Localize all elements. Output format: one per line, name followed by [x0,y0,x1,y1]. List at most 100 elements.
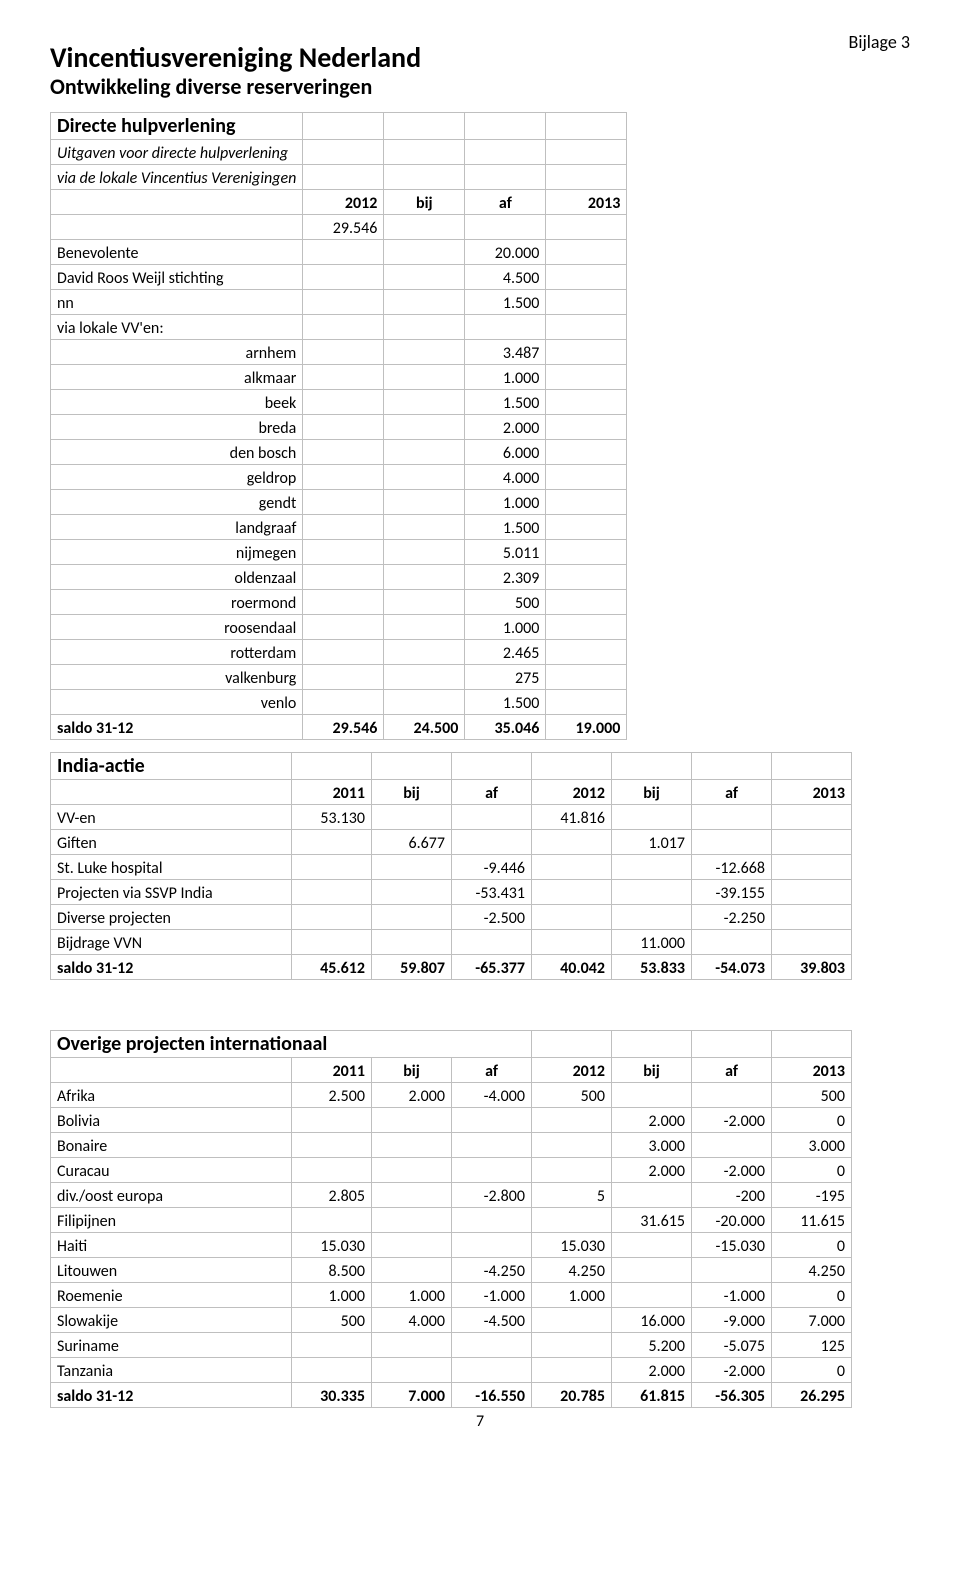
t3-saldo-c4: 61.815 [612,1383,692,1408]
table-cell: -2.000 [692,1108,772,1133]
table-row-val: 20.000 [465,240,546,265]
table-row-val: 1.000 [465,365,546,390]
table-cell [372,1158,452,1183]
table-cell [372,1108,452,1133]
table-cell [532,1158,612,1183]
table-cell: 4.250 [532,1258,612,1283]
table-cell: 2.000 [612,1158,692,1183]
t1-vialokale: via lokale VV'en: [51,315,303,340]
table-row-label: venlo [51,690,303,715]
table-cell [292,1158,372,1183]
table-cell [772,930,852,955]
table-row-label: geldrop [51,465,303,490]
table-cell: -2.500 [452,905,532,930]
table-row-label: arnhem [51,340,303,365]
t1-sub2: via de lokale Vincentius Verenigingen [51,165,303,190]
table-row-label: VV-en [51,805,292,830]
table-cell: 4.000 [372,1308,452,1333]
table-cell [452,930,532,955]
table-cell [692,830,772,855]
table-cell [452,1358,532,1383]
table-cell: 0 [772,1358,852,1383]
table-row-val: 4.000 [465,465,546,490]
table-cell [772,805,852,830]
page-number: 7 [50,1412,910,1431]
t1-saldo-c2: 24.500 [384,715,465,740]
table-cell [532,1358,612,1383]
table-cell [532,905,612,930]
table-cell: 6.677 [372,830,452,855]
table-cell: 1.000 [292,1283,372,1308]
t2-col-af1: af [452,780,532,805]
table-cell: 125 [772,1333,852,1358]
table-cell [532,880,612,905]
table-cell [372,930,452,955]
table-cell: 5.200 [612,1333,692,1358]
table-cell: -1.000 [692,1283,772,1308]
table-cell [612,855,692,880]
table-row-label: Suriname [51,1333,292,1358]
table-row-label: Giften [51,830,292,855]
t2-heading: India-actie [51,753,292,780]
table-cell [532,855,612,880]
table-cell: 11.615 [772,1208,852,1233]
table-row-val: 2.465 [465,640,546,665]
t2-col-af2: af [692,780,772,805]
table-cell [452,1233,532,1258]
table-cell [612,1233,692,1258]
table-cell [692,805,772,830]
table-row-label: Filipijnen [51,1208,292,1233]
t1-col-2012: 2012 [303,190,384,215]
table-cell [372,855,452,880]
t1-col-bij: bij [384,190,465,215]
table-row-label: roermond [51,590,303,615]
table-cell [372,805,452,830]
table-cell [532,1208,612,1233]
table-cell: 5 [532,1183,612,1208]
table-cell: 15.030 [532,1233,612,1258]
table-row-val: 1.000 [465,615,546,640]
table-row-label: nn [51,290,303,315]
table-cell [292,880,372,905]
table-cell [772,855,852,880]
t1-heading: Directe hulpverlening [51,113,303,140]
table-cell: -39.155 [692,880,772,905]
table-row-label: David Roos Weijl stichting [51,265,303,290]
t3-saldo-c5: -56.305 [692,1383,772,1408]
table-row-label: Bijdrage VVN [51,930,292,955]
t1-col-af: af [465,190,546,215]
table-row-label: landgraaf [51,515,303,540]
t1-sub1: Uitgaven voor directe hulpverlening [51,140,303,165]
table-row-val: 2.309 [465,565,546,590]
table-cell [532,930,612,955]
t2-saldo-c0: 45.612 [292,955,372,980]
table-directe-hulpverlening: Directe hulpverlening Uitgaven voor dire… [50,112,627,740]
table-row-label: den bosch [51,440,303,465]
table-row-val: 1.500 [465,515,546,540]
table-row-label: gendt [51,490,303,515]
page-subtitle: Ontwikkeling diverse reserveringen [50,73,910,100]
table-row-label: Haiti [51,1233,292,1258]
table-row-label: beek [51,390,303,415]
table-cell: -15.030 [692,1233,772,1258]
table-cell: 53.130 [292,805,372,830]
table-cell [532,1333,612,1358]
table-row-label: valkenburg [51,665,303,690]
t1-col-2013: 2013 [546,190,627,215]
table-cell: 11.000 [612,930,692,955]
t1-saldo-label: saldo 31-12 [51,715,303,740]
table-cell [452,830,532,855]
t3-saldo-label: saldo 31-12 [51,1383,292,1408]
table-cell: -2.000 [692,1158,772,1183]
t3-col-af2: af [692,1058,772,1083]
table-cell: 3.000 [772,1133,852,1158]
table-cell [532,1308,612,1333]
table-cell: 7.000 [772,1308,852,1333]
table-cell: -9.000 [692,1308,772,1333]
t2-saldo-c5: -54.073 [692,955,772,980]
table-cell [612,880,692,905]
table-cell [772,880,852,905]
table-row-label: Roemenie [51,1283,292,1308]
table-row-label: oldenzaal [51,565,303,590]
t2-saldo-label: saldo 31-12 [51,955,292,980]
